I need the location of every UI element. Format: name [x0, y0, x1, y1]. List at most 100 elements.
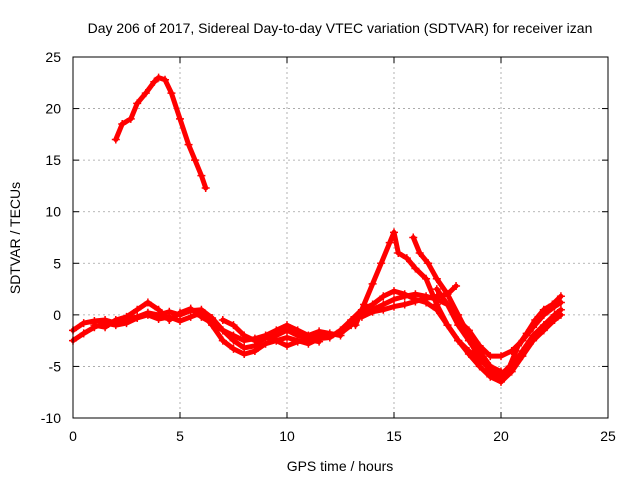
data-point	[390, 228, 398, 237]
x-tick-labels: 0 5 10 15 20 25	[69, 428, 616, 444]
data-point	[165, 316, 174, 325]
y-tick-label: -5	[49, 358, 62, 374]
data-point	[368, 307, 377, 316]
data-point	[497, 352, 505, 361]
data-point	[400, 300, 409, 309]
data-point	[422, 294, 431, 303]
data-point	[176, 308, 184, 317]
data-point	[154, 314, 163, 323]
x-tick-label: 20	[493, 428, 509, 444]
series-line	[91, 300, 343, 344]
data-point	[240, 331, 249, 340]
y-tick-label: 25	[45, 49, 61, 65]
x-tick-label: 0	[69, 428, 77, 444]
data-point	[293, 337, 302, 346]
data-point	[479, 357, 488, 366]
series-arc-d	[218, 316, 324, 350]
data-point	[79, 329, 88, 338]
data-point	[143, 298, 152, 307]
data-point	[154, 73, 163, 82]
data-point	[539, 310, 548, 319]
data-point	[486, 352, 495, 361]
data-point	[176, 114, 184, 123]
data-point	[154, 305, 163, 314]
data-point	[315, 337, 324, 346]
data-point	[432, 300, 441, 309]
data-point	[368, 279, 377, 288]
data-point	[190, 156, 199, 165]
data-point	[126, 114, 135, 123]
data-point	[411, 264, 420, 273]
data-point	[133, 99, 142, 108]
data-point	[432, 292, 441, 301]
data-point	[390, 302, 398, 311]
data-point	[507, 346, 516, 355]
data-point	[293, 326, 302, 335]
data-point	[197, 312, 206, 321]
data-point	[111, 135, 120, 144]
data-point	[556, 310, 565, 319]
data-point	[111, 316, 120, 325]
data-point	[518, 352, 527, 361]
data-point	[229, 331, 238, 340]
plot-frame	[72, 56, 609, 419]
data-point	[454, 336, 463, 345]
data-point	[240, 350, 249, 359]
data-point	[377, 259, 386, 268]
data-point	[304, 335, 313, 344]
data-point	[133, 305, 142, 314]
data-point	[218, 316, 227, 325]
data-point	[475, 341, 484, 350]
data-point	[167, 89, 176, 98]
data-point	[518, 336, 527, 345]
data-point	[415, 248, 424, 257]
data-point	[411, 297, 420, 306]
data-point	[229, 321, 238, 330]
data-point	[336, 331, 345, 340]
data-point	[443, 321, 452, 330]
data-point	[443, 300, 452, 309]
data-point	[229, 344, 238, 353]
series-line	[359, 283, 459, 320]
data-point	[368, 300, 377, 309]
data-point	[101, 323, 110, 332]
data-point	[347, 316, 356, 325]
data-point	[176, 317, 184, 326]
data-point	[218, 336, 227, 345]
data-point	[390, 295, 398, 304]
series-arc-e	[351, 228, 505, 376]
data-point	[454, 316, 463, 325]
data-point	[150, 77, 159, 86]
series-line	[220, 317, 322, 349]
data-point	[186, 312, 195, 321]
grid-lines	[73, 57, 608, 418]
data-point	[390, 287, 398, 296]
data-point	[462, 331, 471, 340]
data-point	[357, 312, 366, 321]
data-point	[283, 341, 291, 350]
data-point	[218, 326, 227, 335]
data-point	[360, 300, 369, 309]
data-point	[529, 323, 538, 332]
data-point	[315, 327, 324, 336]
y-tick-label: -10	[41, 410, 61, 426]
y-tick-label: 10	[45, 204, 61, 220]
x-tick-label: 10	[279, 428, 295, 444]
data-point	[261, 333, 270, 342]
data-point	[272, 336, 281, 345]
data-point	[394, 248, 403, 257]
data-point	[422, 274, 431, 283]
data-point	[186, 304, 195, 313]
data-point	[351, 321, 360, 330]
data-point	[118, 120, 127, 129]
data-point	[283, 321, 291, 330]
data-point	[486, 372, 495, 381]
data-point	[424, 259, 433, 268]
series-arc-c	[90, 298, 345, 345]
data-point	[379, 292, 388, 301]
data-point	[505, 362, 514, 371]
series-arc-high	[111, 73, 210, 192]
data-point	[385, 238, 394, 247]
series-arc-i	[454, 298, 565, 361]
data-point	[197, 171, 206, 180]
